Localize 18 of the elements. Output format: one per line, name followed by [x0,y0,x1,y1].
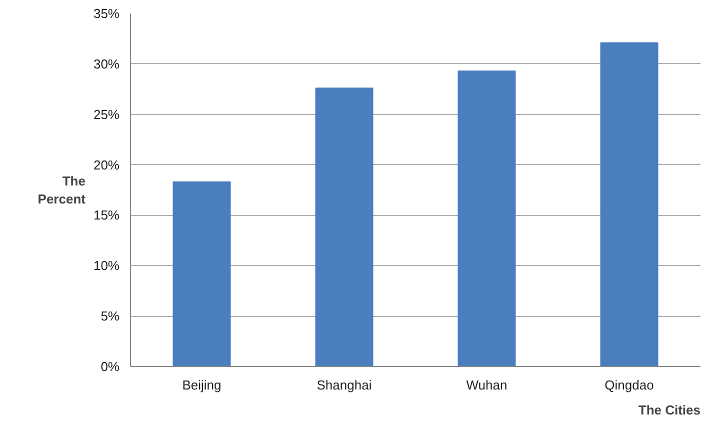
bar [315,88,374,366]
y-axis-title: The Percent [38,174,86,206]
y-tick-label: 25% [93,106,120,122]
x-tick-label: Qingdao [604,378,654,392]
x-axis-title: The Cities [638,402,700,418]
y-tick-label: 0% [100,359,120,374]
y-tick-label: 15% [93,208,120,223]
bar [458,70,516,366]
y-tick-label: 35% [93,6,120,21]
y-tick-label: 5% [100,308,120,324]
y-tick-label: 30% [93,56,120,72]
x-tick-label: Beijing [182,378,222,392]
x-tick-label: Shanghai [316,378,372,392]
y-tick-label: 20% [93,157,120,172]
x-tick-label: Wuhan [466,378,508,392]
y-tick-label: 10% [93,258,120,274]
bar [600,42,658,366]
bar [172,181,231,366]
